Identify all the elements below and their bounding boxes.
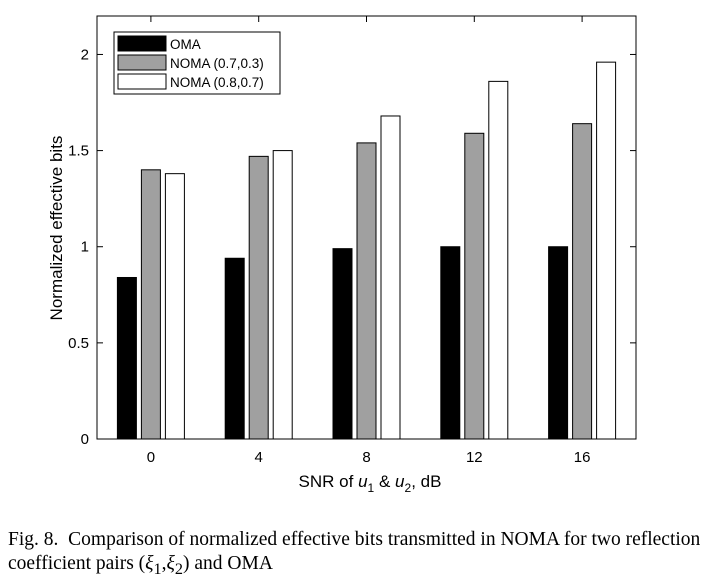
figure-caption: Fig. 8. Comparison of normalized effecti… <box>8 528 704 581</box>
bar <box>464 132 485 440</box>
y-tick-label: 1.5 <box>68 143 89 160</box>
bar <box>224 257 245 440</box>
bar <box>548 246 569 440</box>
bar <box>140 169 161 440</box>
y-axis-label: Normalized effective bits <box>47 136 66 321</box>
caption-text-2: ) and OMA <box>183 553 273 574</box>
x-tick-label: 12 <box>466 449 483 466</box>
x-axis-label: SNR of u1 & u2, dB <box>299 472 442 495</box>
bar-chart: 0 0.5 1 1.5 2 0 4 8 12 16 OMA NOMA (0.7,0.3) NOMA … <box>47 15 637 495</box>
y-tick-label: 0 <box>81 431 89 448</box>
caption-xi-1: ξ <box>145 553 154 574</box>
y-tick-label: 1 <box>81 239 89 256</box>
bar <box>488 80 509 440</box>
caption-text-1: Comparison of normalized effective bits … <box>8 529 701 574</box>
caption-sub-2: 2 <box>174 559 184 578</box>
legend-label: OMA <box>170 37 201 52</box>
bar <box>164 173 185 440</box>
bar <box>272 150 293 440</box>
bar <box>248 155 269 440</box>
x-tick-label: 16 <box>574 449 591 466</box>
bar <box>572 123 593 440</box>
legend-swatch <box>117 54 167 71</box>
y-axis: 0 0.5 1 1.5 2 <box>68 46 636 448</box>
bar <box>332 248 353 440</box>
x-tick-label: 8 <box>362 449 370 466</box>
x-tick-label: 0 <box>147 449 155 466</box>
bar <box>356 142 377 440</box>
bar <box>116 276 137 440</box>
y-tick-label: 2 <box>81 46 89 63</box>
x-tick-label: 4 <box>255 449 263 466</box>
bar <box>380 115 401 440</box>
y-tick-label: 0.5 <box>68 335 89 352</box>
legend-swatch <box>117 73 167 90</box>
legend-swatch <box>117 35 167 52</box>
caption-label: Fig. 8. <box>8 529 59 550</box>
bar <box>440 246 461 440</box>
caption-sub-1: 1 <box>153 559 162 578</box>
bar <box>596 61 617 440</box>
caption-comma: , <box>161 553 167 574</box>
legend: OMA NOMA (0.7,0.3) NOMA (0.8,0.7) <box>113 31 281 95</box>
caption-xi-2: ξ <box>166 553 175 574</box>
bars-group <box>116 61 617 440</box>
legend-label: NOMA (0.8,0.7) <box>170 75 264 90</box>
legend-label: NOMA (0.7,0.3) <box>170 56 264 71</box>
